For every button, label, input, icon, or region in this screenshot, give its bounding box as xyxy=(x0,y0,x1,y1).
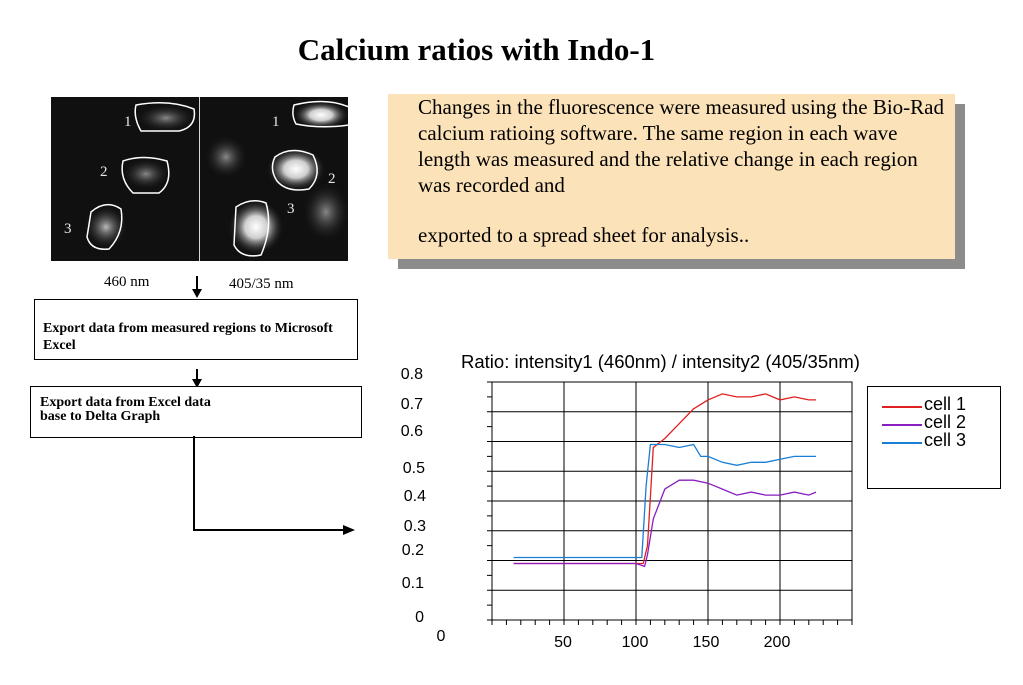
y-tick-label: 0.7 xyxy=(400,396,423,413)
slide-title: Calcium ratios with Indo-1 xyxy=(297,32,656,67)
y-tick-label: 0 xyxy=(415,609,424,626)
legend-label-cell-2: cell 2 xyxy=(924,411,967,432)
wavelength-label-405: 405/35 nm xyxy=(229,276,294,292)
cell-label-right-1: 1 xyxy=(272,114,280,130)
step-box-export-deltagraph: Export data from Excel data base to Delt… xyxy=(30,386,362,438)
chart-legend: cell 1 cell 2 cell 3 xyxy=(867,386,1001,489)
legend-item-cell-2: cell 2 xyxy=(882,411,967,432)
legend-label-cell-1: cell 1 xyxy=(924,393,967,414)
x-tick-label: 50 xyxy=(554,634,572,651)
cell-label-left-2: 2 xyxy=(100,164,108,180)
legend-item-cell-1: cell 1 xyxy=(882,393,967,414)
cell-label-right-3: 3 xyxy=(287,201,295,217)
wavelength-label-460: 460 nm xyxy=(104,274,150,290)
step-2-text-line2: base to Delta Graph xyxy=(40,409,161,424)
line-chart-plot xyxy=(487,381,853,625)
note-text-1: Changes in the fluorescence were measure… xyxy=(418,95,944,197)
y-tick-label: 0.4 xyxy=(403,488,426,505)
x-tick-label: 100 xyxy=(621,634,649,651)
chart-title: Ratio: intensity1 (460nm) / intensity2 (… xyxy=(461,351,860,372)
y-tick-label: 0.6 xyxy=(400,423,423,440)
legend-swatch-cell-2 xyxy=(882,424,922,426)
y-tick-label: 0.1 xyxy=(401,575,424,592)
series-line-cell-1 xyxy=(513,393,816,565)
series-line-cell-3 xyxy=(513,443,816,559)
y-tick-label: 0.5 xyxy=(402,460,425,477)
legend-item-cell-3: cell 3 xyxy=(882,429,967,450)
x-tick-label: 150 xyxy=(692,634,720,651)
image-divider xyxy=(199,97,200,261)
legend-swatch-cell-3 xyxy=(882,442,922,444)
y-tick-label: 0.3 xyxy=(403,518,426,535)
series-line-cell-2 xyxy=(513,479,817,568)
step-2-text-line1: Export data from Excel data xyxy=(40,395,211,410)
step-box-export-excel: Export data from measured regions to Mic… xyxy=(34,299,358,360)
y-tick-label: 0.8 xyxy=(400,366,423,383)
cell-label-left-3: 3 xyxy=(64,221,72,237)
x-tick-label: 0 xyxy=(436,628,446,645)
flow-arrow-1-head xyxy=(192,289,202,298)
y-tick-label: 0.2 xyxy=(401,542,424,559)
connector-arrow-to-chart xyxy=(193,436,355,535)
flow-arrow-1-shaft xyxy=(196,276,198,290)
cell-label-left-1: 1 xyxy=(124,114,132,130)
legend-label-cell-3: cell 3 xyxy=(924,429,967,450)
step-1-text: Export data from measured regions to Mic… xyxy=(43,321,333,353)
flow-arrow-2-head xyxy=(192,379,202,388)
flow-arrow-2-shaft xyxy=(196,369,198,381)
microscopy-image: 1 2 3 1 2 3 xyxy=(51,97,348,261)
cell-label-right-2: 2 xyxy=(328,171,336,187)
legend-swatch-cell-1 xyxy=(882,406,922,408)
note-text-2: exported to a spread sheet for analysis.… xyxy=(418,223,750,247)
microscopy-cells-graphic xyxy=(84,100,348,257)
note-box: Changes in the fluorescence were measure… xyxy=(388,94,955,259)
x-tick-label: 200 xyxy=(763,634,791,651)
